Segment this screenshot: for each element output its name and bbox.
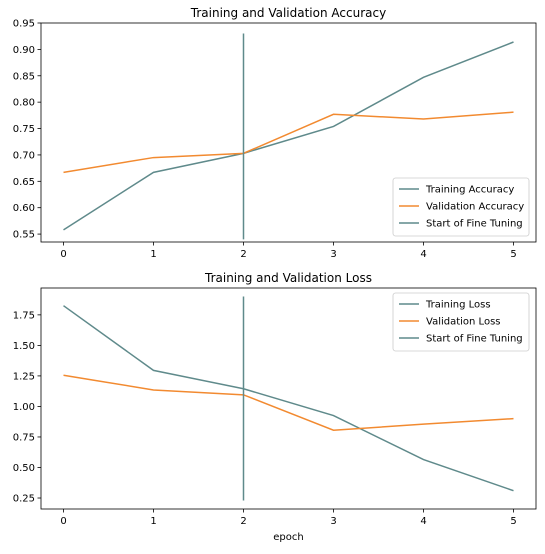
y-tick-label: 1.75 <box>13 310 35 321</box>
legend: Training Accuracy Validation Accuracy Star… <box>392 177 530 237</box>
legend-entry-label: Training Accuracy <box>425 185 514 196</box>
x-tick-label: 0 <box>60 516 66 527</box>
y-tick-label: 0.75 <box>13 124 35 135</box>
y-tick-label: 1.25 <box>13 371 35 382</box>
legend-box <box>392 177 530 237</box>
x-tick-label: 5 <box>510 249 516 260</box>
y-tick-label: 0.65 <box>13 177 35 188</box>
x-axis-label: epoch <box>273 532 303 543</box>
legend-entry-label: Validation Loss <box>426 317 501 328</box>
legend: Training Loss Validation Loss Start of Fin… <box>392 292 530 352</box>
plot-frame <box>40 287 537 510</box>
x-tick-label: 1 <box>150 249 156 260</box>
x-tick-label: 2 <box>240 516 246 527</box>
x-tick-label: 0 <box>60 249 66 260</box>
chart-panel-loss: Training and Validation Loss 0.25 0.50 0.75… <box>13 271 537 543</box>
legend-entry-label: Validation Accuracy <box>426 202 524 213</box>
chart-title: Training and Validation Loss <box>204 271 372 285</box>
series-line-validation-accuracy <box>63 111 514 174</box>
legend-entry-label: Start of Fine Tuning <box>426 334 523 345</box>
y-tick-label: 0.55 <box>13 230 35 241</box>
y-tick-label: 0.75 <box>13 432 35 443</box>
y-tick-label: 0.80 <box>13 98 35 109</box>
chart-panel-accuracy: Training and Validation Accuracy 0.55 0.60… <box>13 6 537 260</box>
x-tick-label: 4 <box>420 249 426 260</box>
x-tick-label: 5 <box>510 516 516 527</box>
y-tick-label: 0.90 <box>13 45 35 56</box>
y-tick-label: 0.50 <box>13 463 35 474</box>
x-tick-label: 3 <box>330 516 336 527</box>
y-tick-label: 0.95 <box>13 19 35 30</box>
legend-entry-label: Training Loss <box>425 300 491 311</box>
y-tick-label: 0.25 <box>13 494 35 505</box>
series-line-training-accuracy <box>63 41 514 231</box>
y-tick-label: 1.50 <box>13 341 35 352</box>
legend-box <box>392 292 530 352</box>
x-tick-label: 2 <box>240 249 246 260</box>
y-tick-label: 0.60 <box>13 203 35 214</box>
series-line-validation-loss <box>63 374 514 432</box>
y-tick-label: 0.70 <box>13 150 35 161</box>
x-tick-label: 1 <box>150 516 156 527</box>
x-tick-label: 3 <box>330 249 336 260</box>
y-tick-label: 0.85 <box>13 71 35 82</box>
legend-entry-label: Start of Fine Tuning <box>426 219 523 230</box>
y-tick-label: 1.00 <box>13 402 35 413</box>
chart-title: Training and Validation Accuracy <box>190 6 386 20</box>
x-tick-label: 4 <box>420 516 426 527</box>
plot-frame <box>40 22 537 243</box>
series-line-training-loss <box>63 305 514 492</box>
